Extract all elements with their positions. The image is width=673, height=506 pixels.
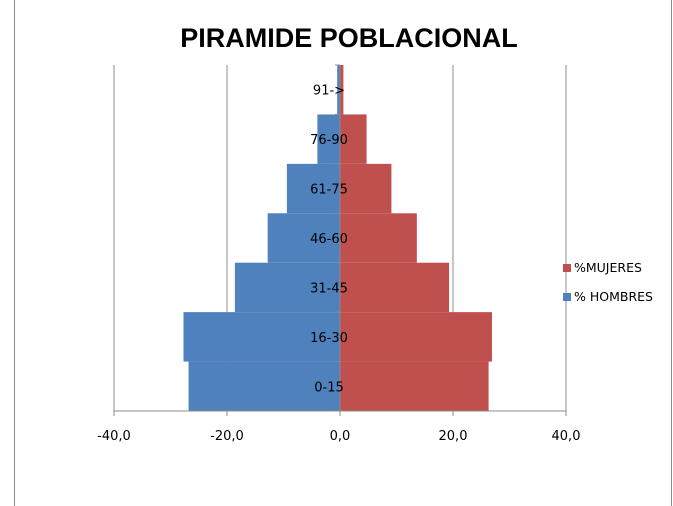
bar-hombres [337, 65, 340, 115]
category-label: 0-15 [314, 380, 344, 395]
bar-hombres [183, 312, 340, 362]
legend-swatch [563, 264, 571, 272]
category-label: 91-> [313, 84, 345, 99]
chart-title: PIRAMIDE POBLACIONAL [180, 23, 518, 53]
bar-hombres [188, 361, 340, 411]
bar-mujeres [340, 114, 367, 164]
legend-label: %MUJERES [574, 260, 642, 275]
category-label: 46-60 [310, 232, 348, 247]
bar-mujeres [340, 163, 392, 214]
bars [183, 65, 492, 411]
category-labels: 0-15 16-30 31-45 46-60 61-75 76-90 91-> [310, 84, 348, 396]
bar-hombres [267, 213, 340, 263]
legend-label: % HOMBRES [574, 289, 653, 304]
bar-hombres [234, 262, 340, 313]
bar-mujeres [340, 262, 450, 313]
category-label: 31-45 [310, 281, 348, 296]
x-tick-label: 20,0 [439, 429, 468, 444]
x-tick-label: -20,0 [210, 429, 244, 444]
x-tick-label: -40,0 [97, 429, 131, 444]
bar-hombres [286, 163, 340, 214]
x-tick-labels: -40,0 -20,0 0,0 20,0 40,0 [97, 429, 580, 444]
bar-mujeres [340, 361, 489, 411]
bar-mujeres [340, 213, 417, 263]
category-label: 61-75 [310, 183, 348, 198]
legend: %MUJERES % HOMBRES [563, 260, 653, 304]
bar-hombres [317, 114, 340, 164]
axes [113, 64, 567, 416]
category-label: 76-90 [310, 133, 348, 148]
legend-swatch [563, 293, 571, 301]
x-tick-label: 40,0 [552, 429, 581, 444]
x-tick-label: 0,0 [330, 429, 351, 444]
category-label: 16-30 [310, 331, 348, 346]
bar-mujeres [340, 312, 492, 362]
bar-mujeres [340, 65, 344, 115]
